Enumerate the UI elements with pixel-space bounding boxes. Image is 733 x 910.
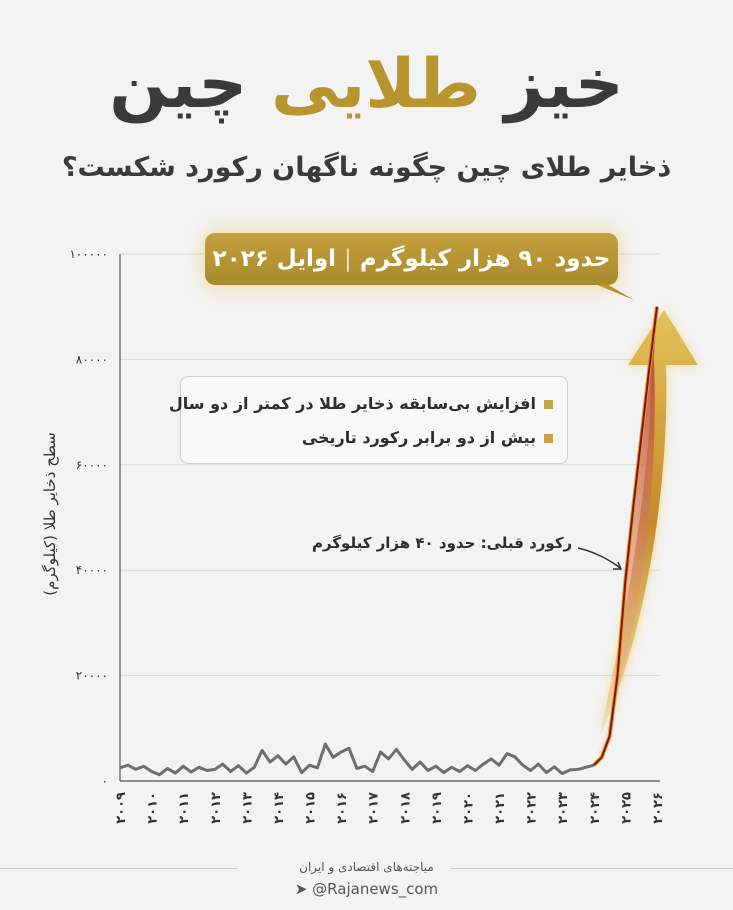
gridlines xyxy=(120,253,660,677)
handle-text: @Rajanews_com xyxy=(312,880,439,898)
y-tick-label: ۲۰۰۰۰ xyxy=(76,669,108,683)
legend-item: بیش از دو برابر رکورد تاریخی xyxy=(195,421,553,455)
legend-text: بیش از دو برابر رکورد تاریخی xyxy=(301,428,536,447)
callout-amount: حدود ۹۰ هزار کیلوگرم xyxy=(359,246,611,272)
x-tick-label: ۲۰۱۶ xyxy=(335,792,350,824)
x-tick-label: ۲۰۱۳ xyxy=(240,792,255,824)
x-tick-label: ۲۰۲۴ xyxy=(588,792,603,824)
footer-divider xyxy=(450,868,733,869)
peak-callout: حدود ۹۰ هزار کیلوگرم | اوایل ۲۰۲۶ xyxy=(205,233,618,285)
x-tick-label: ۲۰۲۳ xyxy=(556,792,571,824)
x-tick-label: ۲۰۱۴ xyxy=(272,792,287,824)
callout-separator: | xyxy=(344,246,352,272)
y-tick-label: ۱۰۰۰۰۰ xyxy=(69,247,108,261)
y-axis-label: سطح ذخایر طلا (کیلوگرم) xyxy=(41,432,59,596)
annotation-arrow-icon xyxy=(577,547,621,569)
x-tick-label: ۲۰۱۲ xyxy=(209,792,224,824)
y-tick-label: ۸۰۰۰۰ xyxy=(76,352,108,366)
footer-handle[interactable]: ➤ @Rajanews_com xyxy=(0,880,733,898)
title-part-2: چین xyxy=(109,45,248,124)
x-tick-label: ۲۰۱۰ xyxy=(146,792,161,824)
x-tick-label: ۲۰۲۰ xyxy=(461,792,476,824)
page-title: خیز طلایی چین xyxy=(0,40,733,130)
x-tick-label: ۲۰۱۹ xyxy=(430,792,445,824)
callout-date: اوایل ۲۰۲۶ xyxy=(212,246,337,272)
annotation-arrowhead-icon xyxy=(613,561,623,570)
x-tick-label: ۲۰۱۸ xyxy=(398,792,413,824)
title-highlight: طلایی xyxy=(270,45,482,124)
legend-box: افزایش بی‌سابقه ذخایر طلا در کمتر از دو … xyxy=(169,376,568,464)
footer-caption: میاجته‌های اقتصادی و ایران xyxy=(299,860,434,874)
x-tick-label: ۲۰۲۵ xyxy=(619,792,634,824)
x-tick-label: ۲۰۱۱ xyxy=(177,792,192,824)
callout-tail xyxy=(585,280,634,300)
legend-text: افزایش بی‌سابقه ذخایر طلا در کمتر از دو … xyxy=(168,394,536,413)
title-part-1: خیز xyxy=(504,45,625,124)
x-tick-label: ۲۰۲۱ xyxy=(493,792,508,824)
y-tick-label: ۰ xyxy=(102,774,108,788)
bullet-square-icon xyxy=(544,434,553,443)
telegram-icon: ➤ xyxy=(294,880,308,898)
x-tick-label: ۲۰۲۶ xyxy=(651,792,666,824)
y-tick-label: ۶۰۰۰۰ xyxy=(76,458,108,472)
legend-item: افزایش بی‌سابقه ذخایر طلا در کمتر از دو … xyxy=(169,387,553,421)
x-tick-label: ۲۰۲۲ xyxy=(525,792,540,824)
subtitle: ذخایر طلای چین چگونه ناگهان رکورد شکست؟ xyxy=(61,152,672,183)
x-tick-label: ۲۰۰۹ xyxy=(114,792,129,824)
previous-record-annotation: رکورد قبلی: حدود ۴۰ هزار کیلوگرم xyxy=(312,534,573,552)
surge-series-line xyxy=(593,306,658,766)
bullet-square-icon xyxy=(544,400,553,409)
x-tick-label: ۲۰۱۷ xyxy=(367,792,382,824)
historic-series-line xyxy=(119,742,595,777)
y-tick-label: ۴۰۰۰۰ xyxy=(76,563,108,577)
x-tick-label: ۲۰۱۵ xyxy=(304,792,319,824)
footer-divider xyxy=(0,868,238,869)
surge-fill xyxy=(593,306,657,766)
